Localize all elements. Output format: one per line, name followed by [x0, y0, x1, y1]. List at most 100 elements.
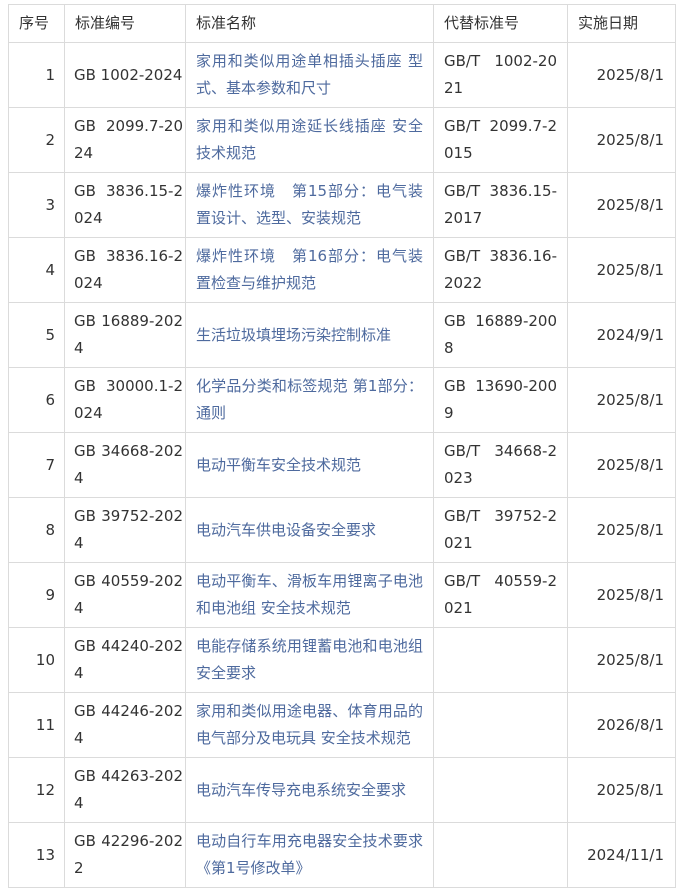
- replaced-standard-value: GB/T 2099.7-2015: [444, 117, 557, 162]
- implementation-date-value: 2025/8/1: [596, 65, 664, 84]
- standard-code-cell: GB 42296-2022: [64, 822, 186, 888]
- implementation-date-value: 2025/8/1: [596, 780, 664, 799]
- standard-name-link[interactable]: 电动汽车供电设备安全要求: [196, 520, 377, 539]
- row-index-value: 3: [45, 195, 55, 214]
- implementation-date-value: 2024/11/1: [587, 845, 664, 864]
- replaced-standard-cell: [433, 822, 568, 888]
- row-index-cell: 2: [8, 107, 65, 173]
- table-row: 8 GB 39752-2024 电动汽车供电设备安全要求 GB/T 39752-…: [8, 497, 676, 563]
- table-row: 2 GB 2099.7-2024 家用和类似用途延长线插座 安全技术规范 GB/…: [8, 107, 676, 173]
- standard-name-link[interactable]: 电动自行车用充电器安全技术要求《第1号修改单》: [196, 832, 423, 877]
- standard-name-link[interactable]: 家用和类似用途延长线插座 安全技术规范: [196, 117, 423, 162]
- row-index-value: 5: [45, 325, 55, 344]
- standard-code-cell: GB 44240-2024: [64, 627, 186, 693]
- standard-code-value: GB 40559-2024: [74, 572, 183, 617]
- row-index-cell: 1: [8, 42, 65, 108]
- standard-code-cell: GB 16889-2024: [64, 302, 186, 368]
- standard-code-value: GB 3836.16-2024: [74, 247, 183, 292]
- standard-name-link[interactable]: 家用和类似用途单相插头插座 型式、基本参数和尺寸: [196, 52, 423, 97]
- row-index-cell: 4: [8, 237, 65, 303]
- standard-name-link[interactable]: 电能存储系统用锂蓄电池和电池组 安全要求: [196, 637, 423, 682]
- implementation-date-cell: 2025/8/1: [567, 432, 676, 498]
- implementation-date-value: 2025/8/1: [596, 520, 664, 539]
- table-row: 5 GB 16889-2024 生活垃圾填埋场污染控制标准 GB 16889-2…: [8, 302, 676, 368]
- standard-name-link[interactable]: 化学品分类和标签规范 第1部分：通则: [196, 377, 423, 422]
- standard-code-cell: GB 40559-2024: [64, 562, 186, 628]
- standard-code-cell: GB 44263-2024: [64, 757, 186, 823]
- replaced-standard-value: GB/T 39752-2021: [444, 507, 557, 552]
- standard-name-link[interactable]: 电动汽车传导充电系统安全要求: [196, 780, 407, 799]
- standard-name-cell: 电动平衡车安全技术规范: [185, 432, 434, 498]
- row-index-value: 7: [45, 455, 55, 474]
- implementation-date-cell: 2024/11/1: [567, 822, 676, 888]
- table-row: 6 GB 30000.1-2024 化学品分类和标签规范 第1部分：通则 GB …: [8, 367, 676, 433]
- implementation-date-cell: 2026/8/1: [567, 692, 676, 758]
- implementation-date-cell: 2025/8/1: [567, 367, 676, 433]
- standard-name-link[interactable]: 电动平衡车安全技术规范: [196, 455, 362, 474]
- replaced-standard-cell: [433, 627, 568, 693]
- standard-code-value: GB 42296-2022: [74, 832, 183, 877]
- replaced-standard-cell: GB/T 34668-2023: [433, 432, 568, 498]
- standard-code-value: GB 1002-2024: [74, 65, 183, 84]
- replaced-standard-value: GB 13690-2009: [444, 377, 557, 422]
- replaced-standard-cell: GB/T 1002-2021: [433, 42, 568, 108]
- standard-code-cell: GB 2099.7-2024: [64, 107, 186, 173]
- table-row: 13 GB 42296-2022 电动自行车用充电器安全技术要求《第1号修改单》…: [8, 822, 676, 888]
- implementation-date-value: 2025/8/1: [596, 650, 664, 669]
- row-index-cell: 11: [8, 692, 65, 758]
- replaced-standard-cell: GB/T 40559-2021: [433, 562, 568, 628]
- standard-code-value: GB 44263-2024: [74, 767, 183, 812]
- standard-code-value: GB 44246-2024: [74, 702, 183, 747]
- row-index-cell: 9: [8, 562, 65, 628]
- standard-code-cell: GB 39752-2024: [64, 497, 186, 563]
- implementation-date-value: 2025/8/1: [596, 585, 664, 604]
- implementation-date-value: 2026/8/1: [596, 715, 664, 734]
- implementation-date-cell: 2025/8/1: [567, 627, 676, 693]
- standard-name-link[interactable]: 生活垃圾填埋场污染控制标准: [196, 325, 392, 344]
- implementation-date-value: 2025/8/1: [596, 390, 664, 409]
- standard-code-value: GB 44240-2024: [74, 637, 183, 682]
- standard-name-cell: 家用和类似用途单相插头插座 型式、基本参数和尺寸: [185, 42, 434, 108]
- row-index-value: 12: [35, 780, 55, 799]
- row-index-value: 8: [45, 520, 55, 539]
- standard-name-link[interactable]: 爆炸性环境 第16部分：电气装置检查与维护规范: [196, 247, 423, 292]
- row-index-cell: 3: [8, 172, 65, 238]
- row-index-cell: 8: [8, 497, 65, 563]
- standard-name-link[interactable]: 爆炸性环境 第15部分：电气装置设计、选型、安装规范: [196, 182, 423, 227]
- standard-name-cell: 生活垃圾填埋场污染控制标准: [185, 302, 434, 368]
- replaced-standard-cell: GB/T 3836.15-2017: [433, 172, 568, 238]
- standard-code-value: GB 2099.7-2024: [74, 117, 183, 162]
- column-header-impl-date: 实施日期: [567, 4, 676, 43]
- row-index-cell: 6: [8, 367, 65, 433]
- implementation-date-cell: 2025/8/1: [567, 237, 676, 303]
- column-header-index: 序号: [8, 4, 65, 43]
- row-index-value: 4: [45, 260, 55, 279]
- implementation-date-cell: 2025/8/1: [567, 757, 676, 823]
- row-index-value: 10: [35, 650, 55, 669]
- standard-name-link[interactable]: 电动平衡车、滑板车用锂离子电池和电池组 安全技术规范: [196, 572, 423, 617]
- standard-name-link[interactable]: 家用和类似用途电器、体育用品的电气部分及电玩具 安全技术规范: [196, 702, 423, 747]
- replaced-standard-value: GB 16889-2008: [444, 312, 557, 357]
- standard-code-cell: GB 3836.15-2024: [64, 172, 186, 238]
- standards-table: 序号 标准编号 标准名称 代替标准号 实施日期 1 GB 1002-2024 家…: [8, 4, 676, 888]
- implementation-date-cell: 2024/9/1: [567, 302, 676, 368]
- implementation-date-value: 2025/8/1: [596, 260, 664, 279]
- column-header-standard-name: 标准名称: [185, 4, 434, 43]
- replaced-standard-value: GB/T 1002-2021: [444, 52, 557, 97]
- implementation-date-value: 2024/9/1: [596, 325, 664, 344]
- table-row: 12 GB 44263-2024 电动汽车传导充电系统安全要求 2025/8/1: [8, 757, 676, 823]
- implementation-date-cell: 2025/8/1: [567, 172, 676, 238]
- replaced-standard-value: GB/T 3836.16-2022: [444, 247, 557, 292]
- standard-name-cell: 电动自行车用充电器安全技术要求《第1号修改单》: [185, 822, 434, 888]
- standard-name-cell: 化学品分类和标签规范 第1部分：通则: [185, 367, 434, 433]
- row-index-cell: 10: [8, 627, 65, 693]
- column-header-standard-code: 标准编号: [64, 4, 186, 43]
- replaced-standard-cell: GB/T 2099.7-2015: [433, 107, 568, 173]
- standard-code-cell: GB 44246-2024: [64, 692, 186, 758]
- standard-name-cell: 家用和类似用途延长线插座 安全技术规范: [185, 107, 434, 173]
- table-row: 9 GB 40559-2024 电动平衡车、滑板车用锂离子电池和电池组 安全技术…: [8, 562, 676, 628]
- replaced-standard-cell: GB 16889-2008: [433, 302, 568, 368]
- replaced-standard-cell: GB 13690-2009: [433, 367, 568, 433]
- implementation-date-cell: 2025/8/1: [567, 107, 676, 173]
- standard-name-cell: 爆炸性环境 第15部分：电气装置设计、选型、安装规范: [185, 172, 434, 238]
